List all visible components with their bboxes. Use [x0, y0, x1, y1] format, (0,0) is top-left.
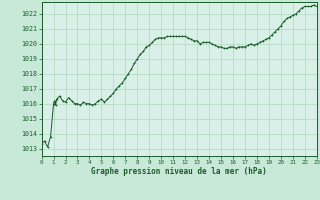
X-axis label: Graphe pression niveau de la mer (hPa): Graphe pression niveau de la mer (hPa) — [91, 167, 267, 176]
